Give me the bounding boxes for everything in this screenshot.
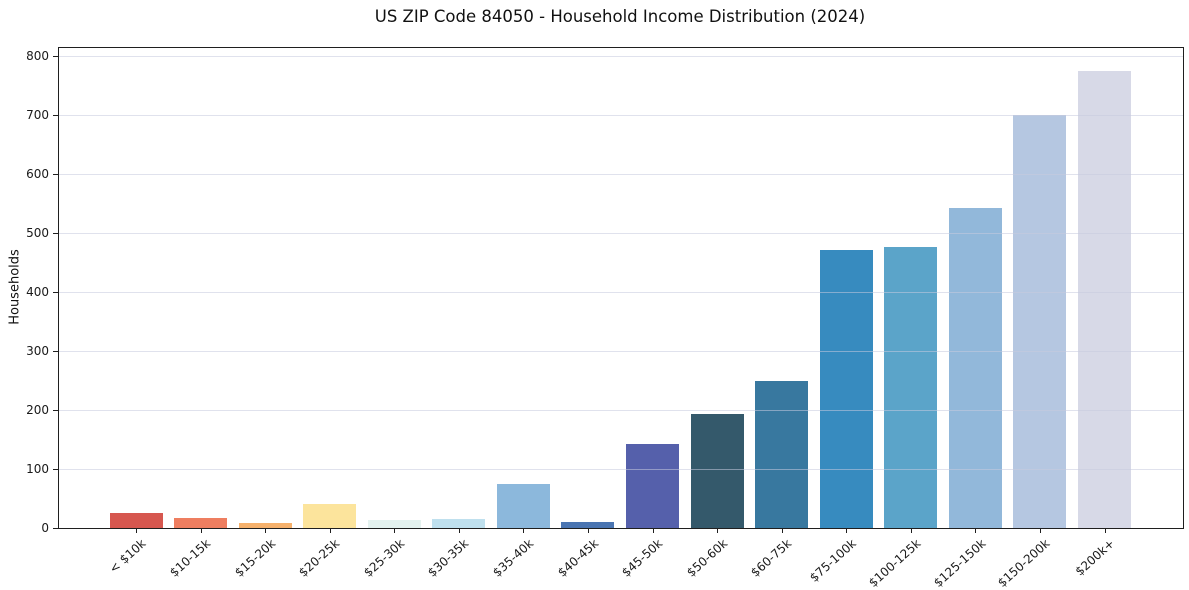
bar-$200k+ [1078, 71, 1132, 528]
x-tick-mark [587, 528, 589, 533]
x-tick-label: $60-75k [748, 536, 795, 580]
y-tick-mark [53, 469, 58, 471]
bar-$35-40k [496, 483, 550, 528]
x-tick-label: $150-200k [995, 536, 1053, 590]
y-tick-label: 400 [26, 285, 49, 300]
grid-line-700 [59, 115, 1183, 117]
x-tick-mark [200, 528, 202, 533]
x-tick-label: $25-30k [360, 536, 407, 580]
x-tick-label: $45-50k [619, 536, 666, 580]
x-tick-label: < $10k [106, 536, 149, 576]
x-tick-mark [523, 528, 525, 533]
y-tick-mark [53, 528, 58, 529]
y-tick-label: 800 [26, 49, 49, 64]
x-tick-mark [846, 528, 848, 533]
x-tick-mark [975, 528, 977, 533]
x-tick-mark [1104, 528, 1106, 533]
grid-line-300 [59, 351, 1183, 353]
y-tick-mark [53, 351, 58, 353]
x-tick-mark [458, 528, 460, 533]
y-tick-mark [53, 410, 58, 412]
x-tick-label: $75-100k [807, 536, 859, 585]
x-tick-label: $15-20k [231, 536, 278, 580]
plot-area: 0 100 200 300 400 500 600 700 800 < $10k $10-15k $1… [26, 47, 1184, 590]
grid-line-600 [59, 174, 1183, 176]
grid-layer [59, 48, 1183, 528]
x-tick-label: $40-45k [554, 536, 601, 580]
bar-$20-25k [303, 504, 357, 528]
grid-line-100 [59, 469, 1183, 471]
x-tick-mark [910, 528, 912, 533]
grid-line-200 [59, 410, 1183, 412]
bar-layer [59, 48, 1183, 528]
x-tick-mark [394, 528, 396, 533]
x-tick-label: $125-150k [930, 536, 989, 590]
bar-$100-125k [884, 247, 938, 528]
x-tick-label: $35-40k [490, 536, 537, 580]
y-tick-mark [53, 115, 58, 117]
x-tick-mark [781, 528, 783, 533]
x-tick-label: $100-125k [866, 536, 924, 590]
bar-$15-20k [238, 522, 292, 528]
x-tick-mark [136, 528, 137, 533]
y-tick-label: 0 [41, 521, 49, 535]
y-tick-label: 300 [26, 344, 49, 359]
y-tick-label: 700 [26, 108, 49, 123]
y-tick-mark [53, 56, 58, 58]
x-tick-label: $10-15k [167, 536, 214, 580]
x-tick-label: $30-35k [425, 536, 472, 580]
y-tick-label: 600 [26, 167, 49, 182]
x-tick-mark [717, 528, 719, 533]
bar-$125-150k [948, 208, 1002, 528]
grid-line-400 [59, 292, 1183, 294]
bar-$60-75k [755, 380, 809, 528]
x-tick-label: $20-25k [296, 536, 343, 580]
bar-$25-30k [367, 520, 421, 528]
y-tick-mark [53, 174, 58, 176]
y-tick-label: 200 [26, 403, 49, 418]
grid-line-800 [59, 56, 1183, 58]
bar-< $10k [109, 512, 163, 528]
bar-$75-100k [819, 250, 873, 528]
bar-$50-60k [690, 413, 744, 528]
bar-$40-45k [561, 522, 615, 528]
x-tick-mark [265, 528, 267, 533]
bar-$30-35k [432, 519, 486, 528]
x-tick-mark [329, 528, 331, 533]
chart-title: US ZIP Code 84050 - Household Income Dis… [374, 7, 866, 26]
y-tick-mark [53, 292, 58, 294]
x-tick-label: $50-60k [683, 536, 730, 580]
x-tick-mark [652, 528, 654, 533]
grid-line-500 [59, 233, 1183, 235]
x-tick-label: $200k+ [1072, 536, 1118, 579]
y-tick-label: 500 [26, 226, 49, 241]
bar-$150-200k [1013, 115, 1067, 528]
bar-$45-50k [626, 444, 680, 528]
y-tick-mark [53, 233, 58, 235]
x-tick-mark [1039, 528, 1041, 533]
bar-$10-15k [174, 517, 228, 528]
y-tick-label: 100 [26, 462, 49, 477]
